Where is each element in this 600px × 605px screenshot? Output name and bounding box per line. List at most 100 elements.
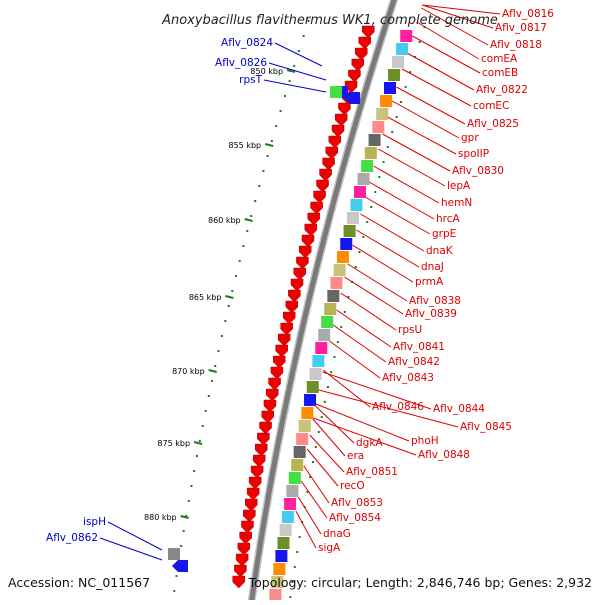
leader-line <box>309 434 345 473</box>
reverse-gene-block <box>330 86 342 98</box>
reverse-gene-arrow <box>344 92 360 104</box>
gene-block <box>327 290 340 302</box>
gene-block <box>273 563 286 575</box>
inner-dot <box>400 101 403 103</box>
leader-line <box>312 418 346 457</box>
outer-dot <box>297 50 300 52</box>
gene-block <box>291 459 304 471</box>
gene-block <box>400 30 413 42</box>
gene-label-right: dgkA <box>356 437 383 449</box>
leader-line <box>382 133 451 172</box>
gene-label-right: Aflv_0846 <box>372 401 424 413</box>
leader-line <box>329 340 381 379</box>
gene-arrow <box>298 245 312 259</box>
leader-line <box>347 263 408 302</box>
gene-label-right: era <box>347 450 364 462</box>
inner-dot <box>289 596 292 598</box>
leader-line <box>322 371 432 410</box>
inner-dot <box>323 401 326 403</box>
leader-line <box>364 196 431 235</box>
inner-dot <box>409 71 412 73</box>
inner-dot <box>404 86 407 88</box>
gene-label-right: Aflv_0816 <box>502 8 554 20</box>
inner-dot <box>347 296 350 298</box>
outer-dot <box>231 290 234 292</box>
leader-line <box>416 21 480 60</box>
gene-block <box>350 199 363 211</box>
gene-block <box>392 56 405 68</box>
gene-block <box>298 420 311 432</box>
tick-mark <box>208 369 217 373</box>
tick-mark <box>180 515 189 519</box>
leader-line <box>387 116 457 155</box>
gene-block <box>279 524 292 536</box>
outer-dot <box>246 230 249 232</box>
outer-dot <box>173 590 176 592</box>
gene-block <box>340 238 353 250</box>
gene-arrow <box>319 168 332 182</box>
leader-line <box>318 389 459 428</box>
leader-line <box>303 465 330 504</box>
outer-dot <box>242 245 245 247</box>
gene-arrow <box>241 520 254 534</box>
gene-arrow <box>257 432 270 446</box>
gene-block <box>296 433 309 445</box>
outer-dot <box>288 80 291 82</box>
inner-dot <box>378 176 381 178</box>
gene-arrow <box>234 564 247 578</box>
outer-dot <box>238 260 241 262</box>
gene-arrow <box>263 399 277 413</box>
inner-dot <box>354 266 357 268</box>
gene-arrow <box>325 146 338 160</box>
gene-arrow <box>270 366 284 380</box>
gene-label-left: Aflv_0862 <box>46 532 98 544</box>
gene-label-right: Aflv_0822 <box>476 84 528 96</box>
gene-label-right: Aflv_0841 <box>393 341 445 353</box>
gene-label-right: Aflv_0830 <box>452 165 504 177</box>
gene-arrow <box>259 421 272 435</box>
leader-line <box>300 480 328 519</box>
gene-label-left: Aflv_0824 <box>221 37 273 49</box>
gene-block <box>271 576 284 588</box>
inner-dot <box>418 41 421 43</box>
gene-arrow <box>358 36 371 50</box>
leader-line <box>99 537 163 561</box>
inner-dot <box>314 446 317 448</box>
leader-line <box>368 181 435 220</box>
gene-block <box>309 368 322 380</box>
gene-arrow <box>331 124 345 138</box>
outer-dot <box>279 110 282 112</box>
gene-block <box>380 95 393 107</box>
gene-arrow <box>243 509 256 523</box>
gene-arrow <box>275 344 288 358</box>
gene-arrow <box>248 476 262 490</box>
gene-label-right: hrcA <box>436 213 461 225</box>
outer-dot <box>250 215 253 217</box>
gene-arrow <box>285 300 299 314</box>
gene-block <box>353 186 366 198</box>
outer-dot <box>185 515 188 517</box>
gene-label-right: lepA <box>447 180 471 192</box>
gene-block <box>269 589 282 601</box>
gene-arrow <box>280 322 293 336</box>
leader-line <box>412 35 481 74</box>
gene-arrow <box>313 190 326 204</box>
tick-label: 860 kbp <box>208 216 241 225</box>
gene-label-right: grpE <box>432 228 456 240</box>
gene-block <box>275 550 288 562</box>
gene-block <box>284 498 297 510</box>
gene-block <box>306 381 319 393</box>
outer-dot <box>201 425 204 427</box>
inner-dot <box>306 491 309 493</box>
inner-dot <box>366 221 369 223</box>
leader-line <box>378 148 446 187</box>
leader-line <box>274 42 323 67</box>
gene-arrow <box>290 278 304 292</box>
leader-line <box>322 369 371 408</box>
gene-block <box>281 511 294 523</box>
outer-dot <box>180 545 183 547</box>
outer-dot <box>234 275 237 277</box>
tick-label: 865 kbp <box>189 293 222 302</box>
outer-dot <box>284 95 287 97</box>
